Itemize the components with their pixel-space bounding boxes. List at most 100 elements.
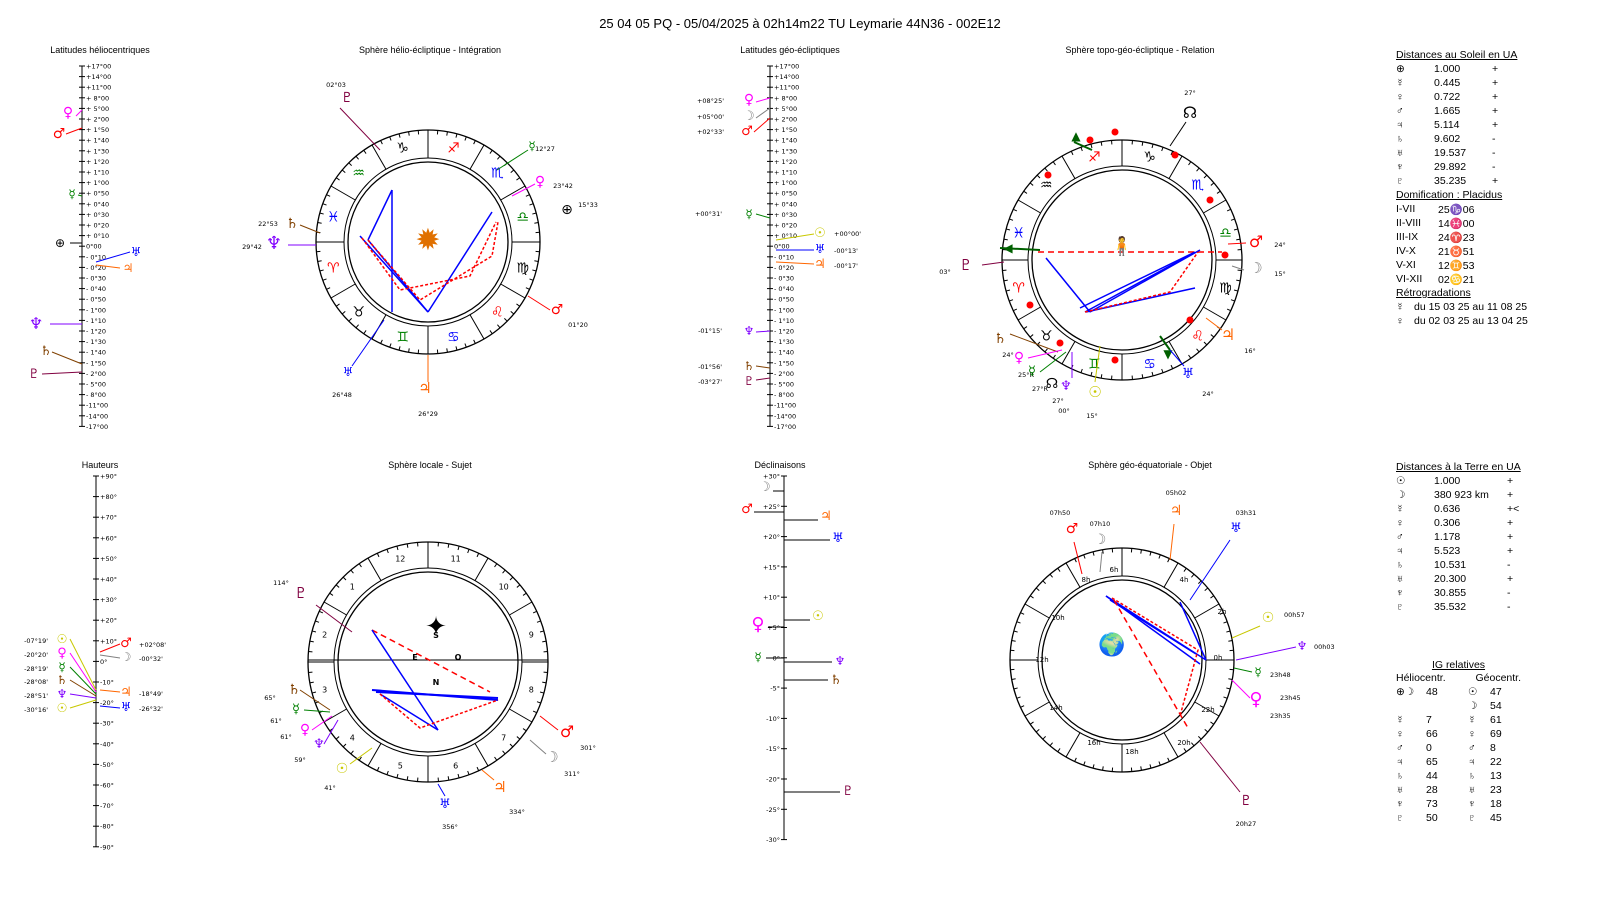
geo-lat-tick-label: - 1°00 bbox=[774, 306, 794, 314]
distance-value: 30.855 bbox=[1434, 587, 1467, 599]
sun-glyph: ☉ bbox=[57, 632, 68, 646]
topo-wheel-tick bbox=[1151, 371, 1154, 377]
decl-tick-label: +25° bbox=[763, 503, 780, 511]
local-wheel-tick bbox=[474, 557, 489, 581]
heights-tick-label: 0° bbox=[100, 658, 107, 666]
topo-wheel-tick bbox=[1029, 334, 1034, 338]
venus-glyph: ♀ bbox=[57, 646, 67, 661]
sun-glyph: ☉ bbox=[336, 761, 349, 777]
venus-leader bbox=[75, 109, 83, 117]
distance-value: 1.178 bbox=[1434, 531, 1461, 543]
venus-glyph: ♀ bbox=[751, 614, 764, 635]
moon-glyph: ☽ bbox=[545, 748, 558, 766]
mars-glyph: ♂ bbox=[53, 126, 66, 142]
local-wheel-tick bbox=[367, 557, 382, 581]
hour-label: 2h bbox=[1218, 608, 1227, 616]
local-wheel-tick bbox=[342, 743, 347, 748]
helio-lat-tick-label: - 2°00 bbox=[86, 370, 106, 378]
pluto-ra: 20h27 bbox=[1236, 820, 1257, 828]
equat-wheel-tick bbox=[1024, 603, 1050, 619]
table-row: ♅ 19.537 - bbox=[1396, 146, 1512, 160]
pluto-glyph: ♇ bbox=[294, 584, 307, 602]
helio-glyph bbox=[1396, 699, 1426, 713]
helio-lat-tick-label: + 1°00 bbox=[86, 179, 109, 187]
geo-glyph: ♂ bbox=[1468, 742, 1476, 754]
table-row: ♄ 10.531 - bbox=[1396, 558, 1527, 572]
moon-glyph: ☽ bbox=[1249, 259, 1262, 277]
helio-lat-tick-label: - 0°10 bbox=[86, 253, 106, 261]
topo-wheel-tick bbox=[1023, 326, 1028, 330]
equat-wheel-tick bbox=[1102, 766, 1104, 771]
topo-wheel-tick bbox=[1236, 279, 1241, 282]
venus-ra-2: 23h45 bbox=[1280, 694, 1301, 702]
direction-sign: + bbox=[1492, 119, 1499, 131]
equat-wheel-tick bbox=[1011, 640, 1016, 642]
equat-wheel-tick bbox=[1013, 687, 1018, 690]
table-row: V-XI 12♊53 bbox=[1396, 258, 1508, 272]
helio-wheel-sign-glyph: ♊ bbox=[396, 330, 409, 346]
planet-glyph: ♀ bbox=[1396, 315, 1404, 327]
helio-wheel-tick bbox=[500, 185, 526, 201]
table-row: ♆ 73 ♆ 18 bbox=[1396, 797, 1520, 811]
helio-wheel-tick bbox=[398, 133, 401, 138]
local-wheel-tick bbox=[396, 545, 399, 551]
aspect-line bbox=[367, 221, 499, 301]
panel-title-topo-sphere: Sphère topo-géo-écliptique - Relation bbox=[1065, 45, 1215, 55]
topo-wheel-sign-glyph: ♏ bbox=[1191, 177, 1204, 193]
mercury-leader bbox=[303, 709, 331, 713]
distance-value: 10.531 bbox=[1434, 559, 1467, 571]
geo-lat-tick-label: - 0°20 bbox=[774, 264, 794, 272]
table-row: ♅ 28 ♅ 23 bbox=[1396, 783, 1520, 797]
local-wheel-tick bbox=[522, 592, 527, 596]
geo-value: 13 bbox=[1490, 770, 1502, 782]
local-wheel-tick bbox=[494, 563, 498, 568]
table-row: ♀ 0.306 + bbox=[1396, 516, 1527, 530]
equat-wheel-tick bbox=[1204, 729, 1209, 733]
neptune-glyph: ♆ bbox=[835, 654, 846, 668]
local-wheel-house-label: 3 bbox=[322, 686, 327, 695]
venus-glyph: ♀ bbox=[1014, 350, 1024, 366]
topo-wheel-tick bbox=[1080, 147, 1083, 152]
equat-wheel-tick bbox=[1163, 562, 1179, 588]
earth-icon: 🌍 bbox=[1098, 632, 1125, 658]
sun-center-icon: ✹ bbox=[415, 223, 440, 258]
geo-value: 47 bbox=[1490, 686, 1502, 698]
house-cusp-dot bbox=[1186, 316, 1194, 324]
helio-lat-tick-label: + 5°00 bbox=[86, 105, 109, 113]
helio-lat-tick-label: + 0°10 bbox=[86, 232, 109, 240]
sun-ra: 00h57 bbox=[1284, 611, 1305, 619]
domification-table: I-VII 25♑06 II-VIII 14♓00 III-IX 24♈23 IV-X 21♉… bbox=[1396, 202, 1508, 286]
helio-wheel-sign-glyph: ♈ bbox=[327, 260, 340, 276]
neptune-degree: 00° bbox=[1058, 407, 1070, 415]
mars-glyph: ♂ bbox=[741, 502, 753, 517]
height-leader bbox=[69, 693, 97, 699]
topo-wheel-sign-glyph: ♐ bbox=[1088, 150, 1101, 166]
heights-tick-label: +50° bbox=[100, 555, 117, 563]
helio-wheel-tick bbox=[510, 311, 515, 315]
topo-wheel-tick bbox=[1070, 151, 1074, 156]
topo-wheel-tick bbox=[1009, 218, 1014, 221]
venus-degree: 23°42 bbox=[553, 182, 573, 190]
equat-wheel-tick bbox=[1049, 573, 1053, 578]
helio-wheel-tick bbox=[335, 303, 340, 307]
jupiter-leader bbox=[1169, 523, 1175, 561]
local-wheel-tick bbox=[457, 545, 460, 551]
equat-wheel-tick bbox=[1102, 549, 1104, 554]
saturn-glyph: ♄ bbox=[744, 359, 755, 373]
mars-leader bbox=[99, 643, 121, 653]
height-leader bbox=[69, 679, 97, 697]
table-row: VI-XII 02♋21 bbox=[1396, 272, 1508, 286]
retro-heading: Rétrogradations bbox=[1396, 287, 1471, 299]
equat-wheel-tick bbox=[1057, 748, 1061, 753]
arrow-up-icon: ▲ bbox=[1071, 129, 1081, 143]
earth-degree: 15°33 bbox=[578, 201, 598, 209]
domification-heading: Domification : Placidus bbox=[1396, 189, 1503, 201]
mars-leader bbox=[527, 295, 551, 311]
topo-wheel-tick bbox=[1044, 167, 1048, 172]
helio-wheel-sign-glyph: ♎ bbox=[516, 210, 529, 226]
table-row: ☽ 380 923 km + bbox=[1396, 488, 1527, 502]
topo-wheel-tick bbox=[1233, 228, 1239, 231]
direction-sign: + bbox=[1492, 91, 1499, 103]
node-degree-south: 27° bbox=[1052, 397, 1064, 405]
helio-lat-tick-label: -17°00 bbox=[86, 423, 108, 431]
